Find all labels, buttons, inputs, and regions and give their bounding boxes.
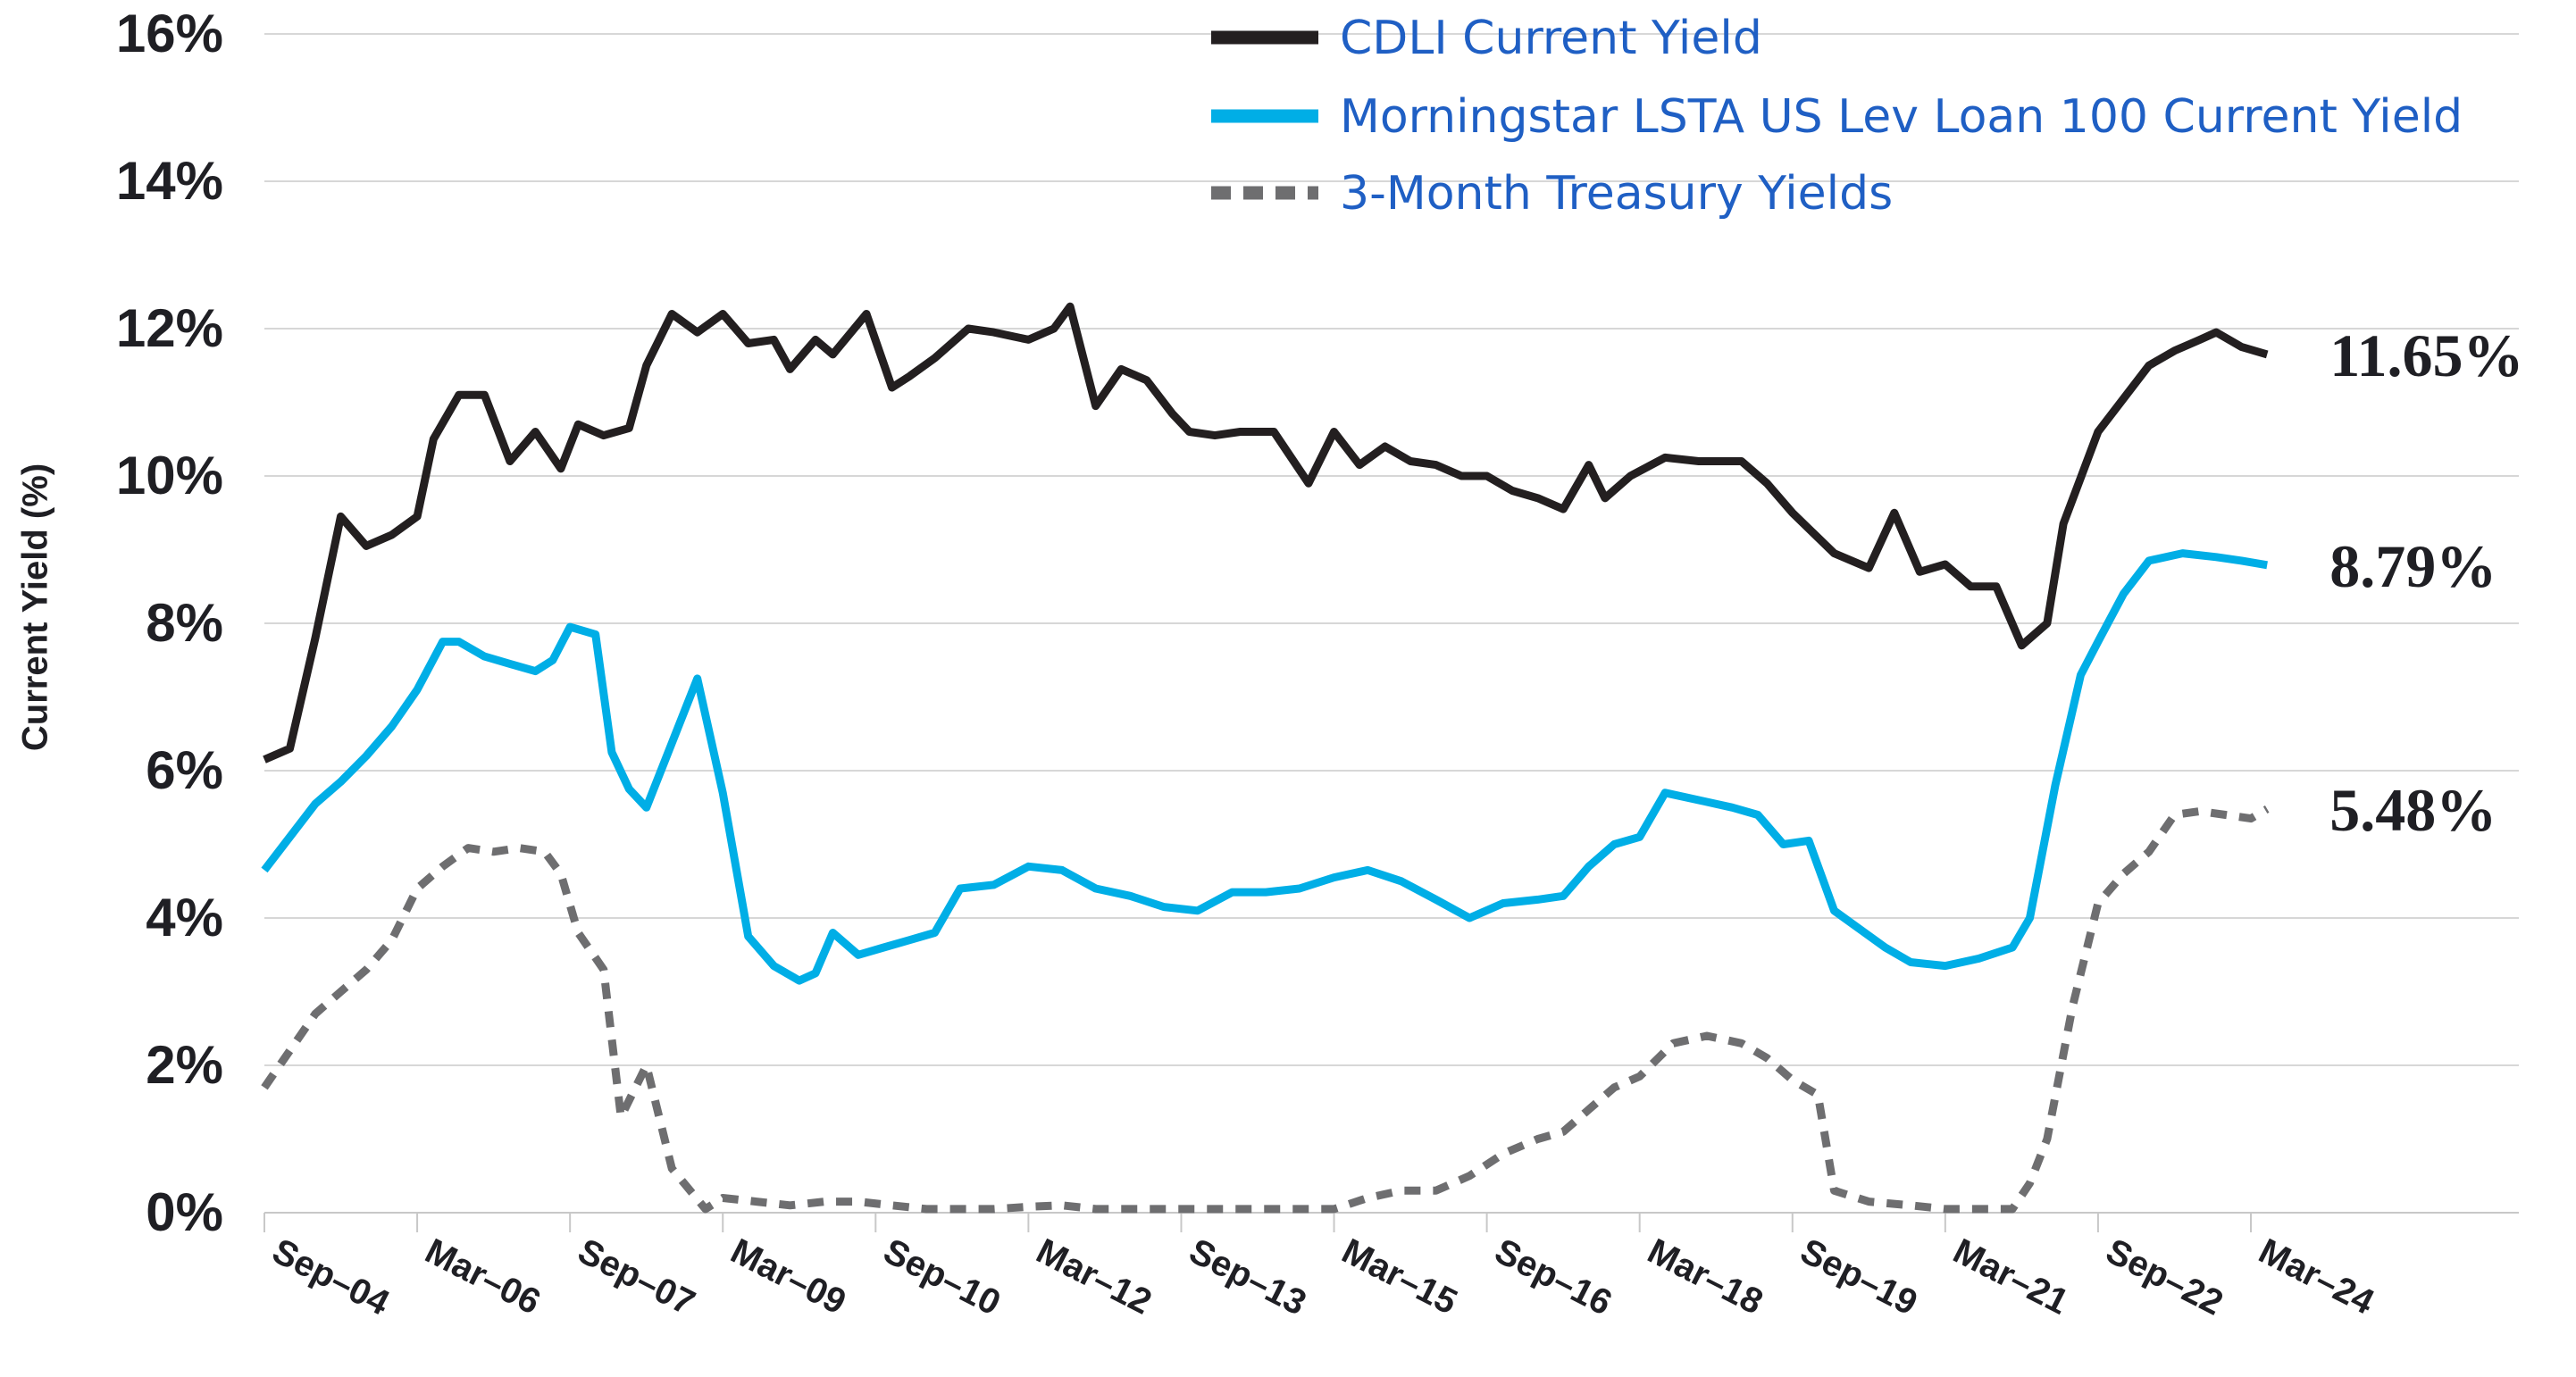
y-tick-label: 8%	[146, 593, 223, 653]
x-tick-label: Mar–21	[1947, 1231, 2075, 1323]
x-tick-label: Sep–07	[572, 1231, 701, 1323]
x-tick-label: Mar–06	[419, 1231, 547, 1323]
y-axis-ticks: 0% 2% 4% 6% 8% 10% 12% 14% 16%	[116, 4, 223, 1242]
x-tick-label: Sep–19	[1794, 1231, 1924, 1323]
y-tick-label: 0%	[146, 1182, 223, 1242]
x-tick-label: Sep–16	[1489, 1231, 1618, 1323]
y-tick-label: 6%	[146, 740, 223, 800]
series-lines	[261, 302, 2270, 1214]
y-tick-label: 16%	[116, 4, 223, 63]
end-label-cdli: 11.65%	[2329, 321, 2523, 389]
y-tick-label: 2%	[146, 1035, 223, 1095]
x-tick-label: Sep–10	[877, 1231, 1007, 1323]
legend-label-treasury: 3-Month Treasury Yields	[1340, 167, 1893, 221]
x-tick-label: Sep–22	[2100, 1231, 2229, 1323]
end-label-lsta: 8.79%	[2329, 532, 2497, 600]
x-tick-label: Mar–09	[724, 1231, 852, 1323]
y-tick-label: 4%	[146, 888, 223, 947]
series-line-cdli	[263, 302, 2269, 764]
x-tick-label: Mar–18	[1642, 1231, 1769, 1323]
legend-label-cdli: CDLI Current Yield	[1340, 12, 1762, 65]
series-line-lsta	[261, 549, 2268, 985]
end-label-treasury: 5.48%	[2329, 776, 2497, 844]
series-line-treasury	[261, 805, 2270, 1214]
legend: CDLI Current Yield Morningstar LSTA US L…	[1211, 12, 2463, 221]
gridlines	[264, 33, 2519, 1066]
x-tick-label: Mar–15	[1335, 1231, 1463, 1323]
y-axis-label: Current Yield (%)	[16, 463, 55, 751]
y-tick-label: 10%	[116, 446, 223, 505]
y-tick-label: 12%	[116, 298, 223, 358]
x-tick-label: Mar–24	[2253, 1231, 2380, 1323]
y-tick-label: 14%	[116, 151, 223, 211]
x-tick-label: Mar–12	[1030, 1231, 1158, 1323]
legend-label-lsta: Morningstar LSTA US Lev Loan 100 Current…	[1340, 90, 2463, 144]
x-axis: Sep–04 Mar–06 Sep–07 Mar–09 Sep–10 Mar–12 Sep–…	[263, 1212, 2519, 1323]
end-value-labels: 11.65% 8.79% 5.48%	[2329, 321, 2523, 844]
x-tick-label: Sep–04	[266, 1231, 396, 1323]
x-tick-label: Sep–13	[1183, 1231, 1312, 1323]
